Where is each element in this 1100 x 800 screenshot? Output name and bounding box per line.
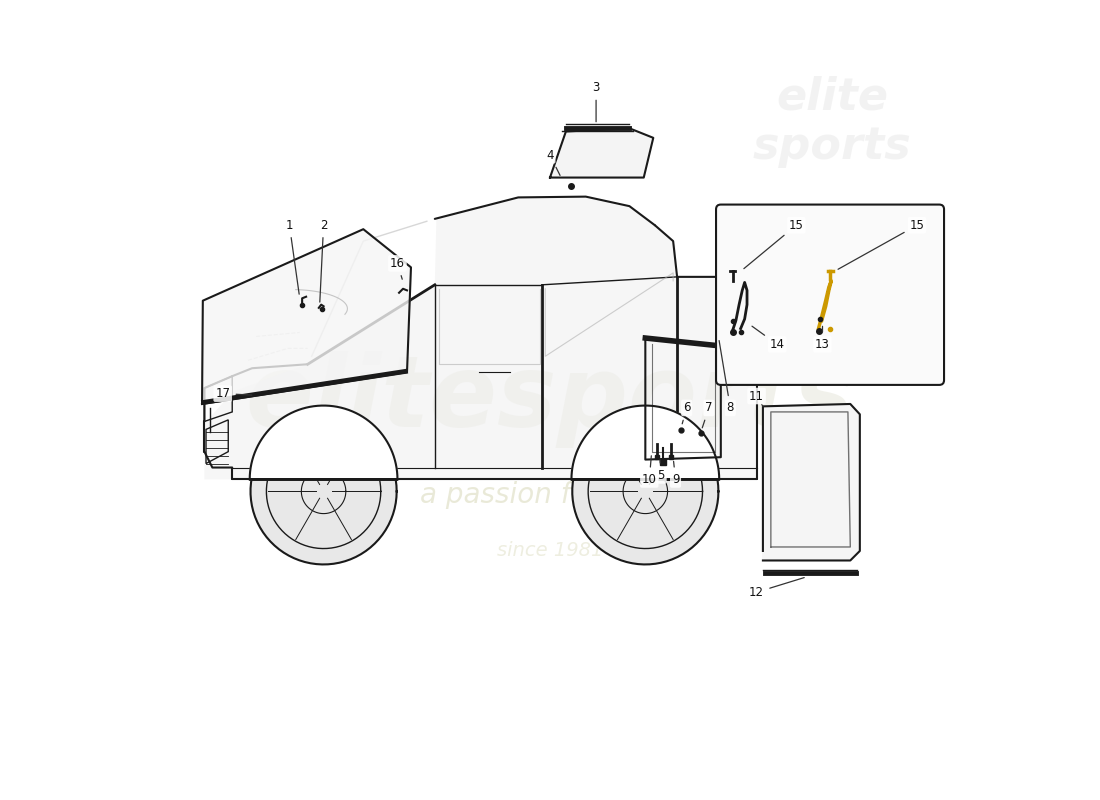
Text: 17: 17 bbox=[216, 387, 252, 400]
Text: 16: 16 bbox=[390, 257, 405, 279]
Text: 12: 12 bbox=[749, 578, 804, 598]
Text: 8: 8 bbox=[719, 341, 734, 414]
Text: 10: 10 bbox=[642, 456, 657, 486]
Text: 6: 6 bbox=[682, 402, 691, 424]
Text: 11: 11 bbox=[749, 390, 764, 406]
Text: 5: 5 bbox=[658, 460, 664, 482]
FancyBboxPatch shape bbox=[716, 205, 944, 385]
Text: elite
sports: elite sports bbox=[752, 75, 912, 168]
Text: 15: 15 bbox=[838, 218, 924, 270]
Polygon shape bbox=[202, 229, 411, 404]
Text: 4: 4 bbox=[547, 149, 560, 175]
Text: 1: 1 bbox=[286, 218, 299, 294]
Text: 9: 9 bbox=[672, 462, 680, 486]
Text: 14: 14 bbox=[752, 326, 784, 351]
Text: 13: 13 bbox=[815, 326, 829, 351]
Polygon shape bbox=[572, 418, 718, 565]
Text: since 1981: since 1981 bbox=[497, 542, 603, 561]
Polygon shape bbox=[550, 128, 653, 178]
Text: elitesports: elitesports bbox=[245, 351, 855, 449]
Polygon shape bbox=[251, 418, 397, 565]
Polygon shape bbox=[250, 406, 397, 479]
Text: a passion for parts: a passion for parts bbox=[420, 482, 680, 510]
Polygon shape bbox=[572, 406, 719, 479]
Text: 15: 15 bbox=[744, 218, 804, 269]
Text: 7: 7 bbox=[702, 402, 713, 428]
Polygon shape bbox=[205, 197, 757, 479]
Text: 2: 2 bbox=[320, 218, 328, 302]
Polygon shape bbox=[763, 404, 860, 561]
Text: 3: 3 bbox=[593, 82, 600, 122]
